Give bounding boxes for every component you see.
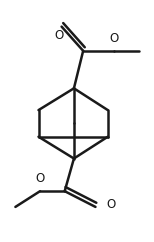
Text: O: O xyxy=(106,198,116,212)
Text: O: O xyxy=(35,172,45,185)
Text: O: O xyxy=(109,32,119,45)
Text: O: O xyxy=(54,29,63,42)
